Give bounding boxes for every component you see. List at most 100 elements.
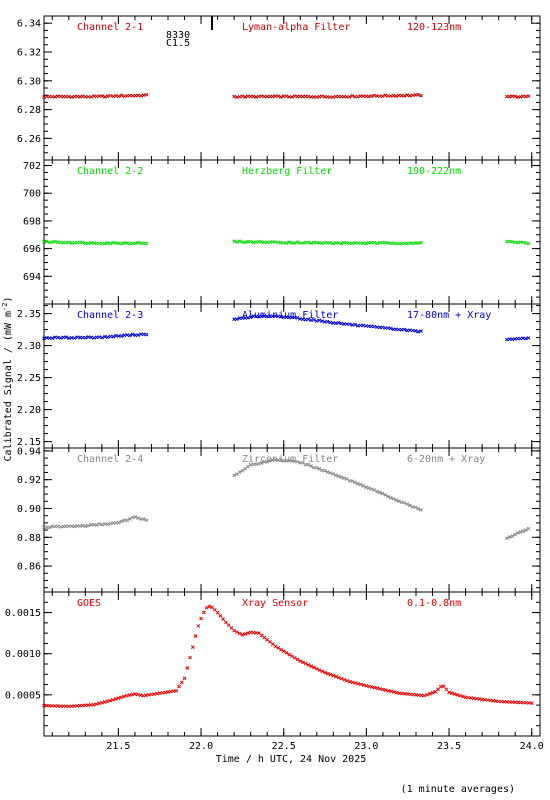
data-point [53, 95, 57, 99]
data-point [171, 689, 176, 694]
data-point [364, 485, 368, 490]
data-point [298, 241, 302, 245]
data-point [136, 516, 141, 521]
data-point [133, 515, 138, 519]
data-point [58, 240, 63, 245]
y-tick-label: 696 [23, 244, 41, 255]
data-point [416, 241, 421, 245]
data-point [97, 701, 101, 706]
data-point [314, 666, 319, 671]
data-point [333, 241, 338, 245]
data-point [336, 320, 341, 325]
data-point [289, 459, 294, 463]
panel-2: 694 696 698 700 702 Channel 2-2 Herzberg Filte… [23, 159, 541, 305]
data-point [50, 240, 55, 244]
y-axis-label: Calibrated Signal / (mW m-2) [1, 297, 14, 462]
data-point [333, 473, 338, 478]
data-point [240, 632, 245, 637]
wavelength-label: 17-80nm + Xray [407, 310, 491, 321]
data-point [116, 94, 121, 99]
data-point [108, 521, 113, 526]
data-point [284, 94, 289, 99]
data-point [306, 240, 311, 245]
data-point [122, 241, 127, 245]
data-point [207, 604, 212, 609]
panel-frame [43, 591, 541, 737]
data-point [300, 460, 305, 465]
data-point [325, 671, 330, 676]
data-point [278, 240, 283, 245]
data-point [391, 93, 396, 98]
data-point [144, 693, 148, 698]
data-point [42, 240, 46, 244]
data-point [513, 337, 517, 341]
data-point [257, 314, 261, 319]
data-point [523, 336, 528, 341]
data-point [103, 334, 107, 339]
data-point [419, 329, 423, 333]
data-point [342, 677, 347, 682]
data-point [100, 700, 104, 705]
data-point [405, 328, 410, 333]
data-point [356, 681, 360, 686]
data-point [224, 620, 228, 625]
data-point [289, 315, 294, 320]
data-point [251, 240, 256, 245]
y-tick-label: 6.30 [17, 76, 41, 87]
data-point [42, 336, 46, 341]
data-point [116, 520, 121, 525]
panel-frame [43, 159, 541, 305]
data-point [235, 95, 239, 100]
panel-1: 6.26 6.28 6.30 6.32 6.34 Channel 2-1 Lyman-alp… [17, 15, 541, 161]
data-point [290, 654, 294, 659]
x-tick-label: 23.0 [354, 741, 378, 752]
data-point [526, 241, 531, 246]
filter-label: Xray Sensor [242, 598, 308, 609]
data-point [232, 94, 236, 99]
data-point [328, 240, 333, 245]
data-point [243, 632, 248, 636]
data-point [80, 94, 85, 99]
data-point [317, 94, 322, 99]
data-point [408, 328, 412, 333]
data-point [237, 470, 242, 474]
data-point [144, 332, 149, 337]
data-point [254, 95, 258, 99]
data-point [133, 93, 138, 98]
data-point [513, 532, 517, 537]
y-axis-label-main: Calibrated Signal / (mW m [3, 311, 14, 462]
data-point [344, 477, 349, 481]
data-point [394, 690, 399, 695]
data-point [50, 336, 55, 341]
data-point [306, 317, 311, 322]
data-point [281, 315, 286, 320]
data-point [505, 337, 509, 342]
data-point [287, 240, 291, 245]
data-point [130, 692, 135, 697]
data-point [243, 240, 247, 245]
data-point [306, 94, 311, 99]
data-point [377, 94, 382, 99]
data-point [193, 634, 198, 639]
channel-label: Channel 2-1 [77, 22, 143, 33]
data-point [317, 467, 322, 471]
data-point [114, 333, 118, 338]
data-point [447, 690, 451, 695]
data-point [210, 605, 214, 610]
data-point [92, 241, 96, 245]
data-point [361, 683, 366, 687]
data-point [127, 693, 132, 697]
data-point [364, 683, 369, 688]
data-point [394, 498, 399, 502]
data-point [295, 240, 300, 245]
event-annotation-line: C1.5 [166, 38, 190, 49]
data-point [289, 95, 294, 99]
data-point [105, 522, 110, 527]
panels: 6.26 6.28 6.30 6.32 6.34 Channel 2-1 Lyman-alp… [5, 15, 544, 752]
data-point [347, 241, 352, 246]
data-point [339, 676, 344, 681]
data-point [179, 680, 184, 685]
data-point [331, 95, 335, 100]
data-point [366, 94, 371, 99]
data-point [413, 329, 418, 333]
